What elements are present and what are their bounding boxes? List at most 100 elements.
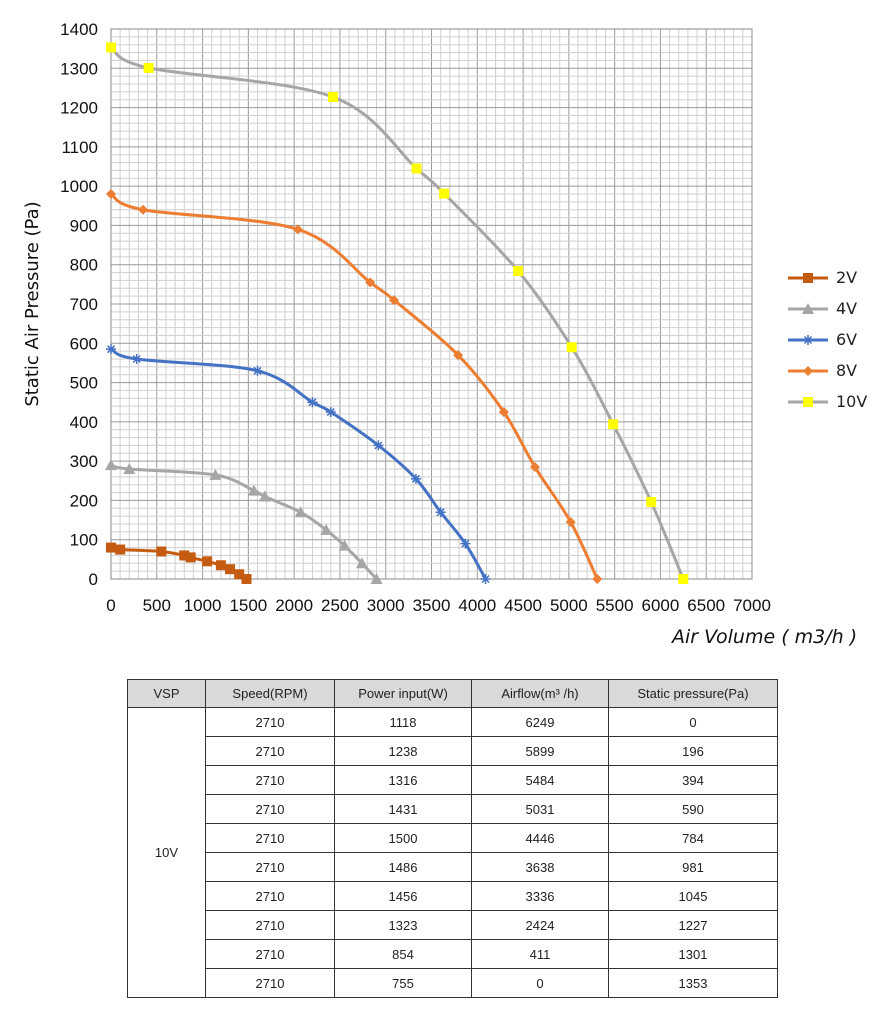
data-point — [498, 407, 509, 418]
legend-label: 4V — [836, 299, 858, 318]
series-line — [110, 192, 599, 580]
table-cell: 1486 — [334, 852, 472, 882]
data-point — [678, 574, 689, 584]
data-point — [202, 556, 213, 567]
y-tick-label: 900 — [70, 216, 98, 235]
data-point — [241, 574, 252, 584]
data-point — [209, 468, 222, 480]
table-cell: 854 — [334, 939, 472, 969]
legend-marker — [802, 303, 814, 314]
y-tick-label: 1300 — [60, 59, 98, 78]
y-tick-label: 0 — [89, 570, 98, 589]
legend-swatch — [788, 273, 828, 283]
table-cell: 2710 — [205, 881, 335, 911]
grid — [110, 28, 753, 580]
data-point — [370, 573, 383, 584]
legend-marker — [803, 335, 813, 345]
data-point — [439, 188, 450, 199]
table-cell: 1316 — [334, 765, 472, 795]
table-cell: 1323 — [334, 910, 472, 940]
data-point — [327, 91, 338, 102]
x-tick-label: 2000 — [275, 596, 313, 615]
data-point — [566, 342, 577, 353]
x-tick-label: 6000 — [642, 596, 680, 615]
series-8V — [106, 189, 603, 584]
table-row: 2710 854 411 1301 — [128, 939, 778, 969]
table-cell: 5031 — [471, 794, 609, 824]
data-point — [338, 539, 351, 551]
y-tick-label: 600 — [70, 334, 98, 353]
table-cell: 2710 — [205, 736, 335, 766]
header-vsp: VSP — [127, 679, 206, 708]
x-tick-label: 3500 — [413, 596, 451, 615]
x-axis-title: Air Volume ( m3/h ) — [672, 626, 858, 648]
table-row: 2710 1323 2424 1227 — [128, 910, 778, 940]
data-point — [565, 517, 576, 528]
table-cell: 3336 — [471, 881, 609, 911]
table-row: 2710 1316 5484 394 — [128, 765, 778, 795]
table-cell: 1227 — [608, 910, 778, 940]
data-point — [435, 507, 446, 518]
table-cell: 1353 — [608, 968, 778, 998]
series-6V — [106, 344, 491, 584]
data-point — [325, 407, 336, 418]
data-point — [388, 295, 399, 306]
table-cell: 590 — [608, 794, 778, 824]
data-point — [646, 497, 657, 507]
data-point — [460, 538, 471, 549]
table-row: 2710 1238 5899 196 — [128, 736, 778, 766]
x-tick-label: 2500 — [321, 596, 359, 615]
y-tick-label: 300 — [70, 452, 98, 471]
table-cell: 755 — [334, 968, 472, 998]
data-point — [307, 397, 318, 408]
series-4V — [105, 459, 383, 584]
table-cell: 0 — [471, 968, 609, 998]
data-point — [411, 163, 422, 174]
data-point — [106, 542, 116, 553]
y-tick-label: 1100 — [61, 138, 98, 157]
table-cell: 2710 — [205, 794, 335, 824]
legend-marker — [803, 397, 813, 407]
x-tick-label: 4500 — [504, 596, 542, 615]
legend-swatch — [788, 303, 828, 314]
table-cell: 2710 — [205, 968, 335, 998]
data-point — [320, 523, 333, 535]
table-body: 10V 2710 1118 6249 0 2710 1238 5899 196 2710 1316 5… — [127, 707, 778, 998]
performance-table: VSP Speed(RPM) Power input(W) Airflow(m³… — [127, 679, 778, 998]
x-tick-label: 500 — [143, 596, 171, 615]
data-point — [106, 42, 116, 53]
legend-swatch — [788, 366, 828, 376]
table-row: 2710 1486 3638 981 — [128, 852, 778, 882]
table-header-row: VSP Speed(RPM) Power input(W) Airflow(m³… — [127, 679, 778, 708]
table-row: 2710 1431 5031 590 — [128, 794, 778, 824]
table-cell: 2710 — [205, 823, 335, 853]
table-cell: 981 — [608, 852, 778, 882]
data-point — [529, 462, 540, 473]
x-tick-label: 4000 — [458, 596, 496, 615]
data-point — [292, 224, 303, 235]
legend-swatch — [788, 335, 828, 345]
table-cell: 1431 — [334, 794, 472, 824]
table-cell: 6249 — [471, 707, 609, 737]
series-line — [110, 46, 685, 580]
data-point — [225, 564, 236, 575]
table-cell: 1456 — [334, 881, 472, 911]
y-tick-label: 1200 — [60, 99, 98, 118]
data-point — [252, 365, 263, 376]
y-tick-label: 800 — [70, 256, 98, 275]
series-line — [110, 347, 487, 580]
table-cell: 2710 — [205, 910, 335, 940]
table-row: 2710 1456 3336 1045 — [128, 881, 778, 911]
header-pressure: Static pressure(Pa) — [608, 679, 778, 708]
table-row: 2710 755 0 1353 — [128, 968, 778, 998]
table-cell: 196 — [608, 736, 778, 766]
plot-area-border — [110, 28, 753, 580]
data-point — [115, 544, 126, 555]
x-tick-label: 7000 — [733, 596, 771, 615]
table-row: 2710 1500 4446 784 — [128, 823, 778, 853]
x-tick-label: 5000 — [550, 596, 588, 615]
data-point — [294, 506, 307, 518]
x-tick-label: 6500 — [687, 596, 725, 615]
data-point — [513, 266, 524, 276]
data-point — [131, 354, 142, 364]
